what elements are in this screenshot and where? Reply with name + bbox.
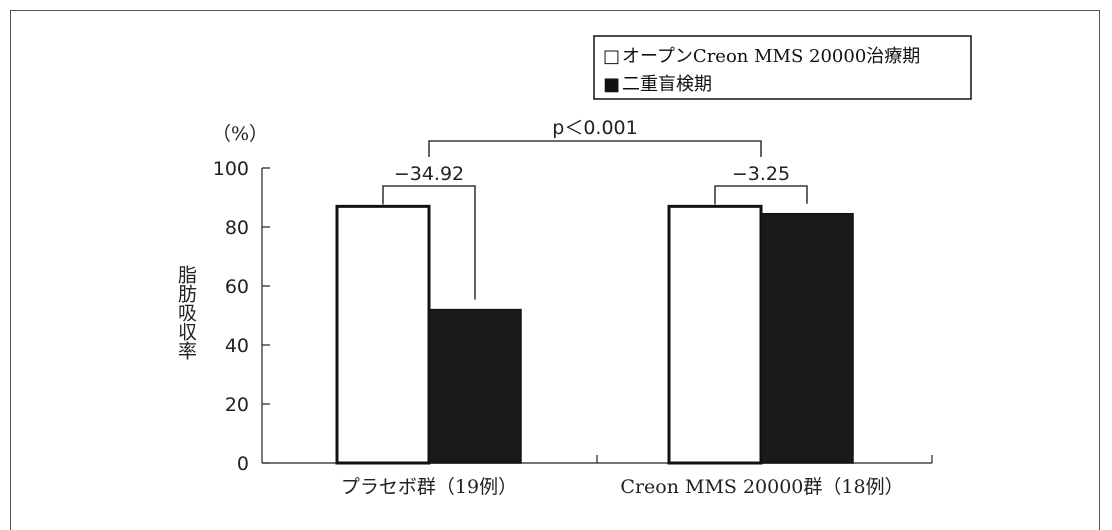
pvalue-label: p＜0.001 [552, 117, 637, 139]
bar-blind-0 [428, 308, 522, 464]
y-tick-label: 0 [237, 453, 249, 475]
y-ticks: 0 20 40 60 80 100 [213, 158, 270, 475]
x-category-label-0: プラセボ群（19例） [341, 476, 517, 498]
y-tick-label: 80 [225, 217, 249, 239]
difference-bracket-0 [382, 185, 476, 300]
y-tick-label: 60 [225, 276, 249, 298]
bar-chart: □ オープンCreon MMS 20000治療期 二重盲検期 ■ 二重盲検期 （… [175, 35, 972, 498]
legend-box [593, 35, 972, 100]
y-unit-label: （%） [212, 123, 268, 145]
y-tick-label: 20 [225, 394, 249, 416]
difference-label-0: −34.92 [394, 163, 464, 185]
y-tick-label: 40 [225, 335, 249, 357]
pvalue-bracket [428, 140, 762, 157]
chart-frame [10, 10, 1100, 530]
x-category-label-1: Creon MMS 20000群（18例） [620, 476, 903, 498]
bar-blind-1 [760, 212, 854, 464]
difference-label-1: −3.25 [732, 163, 790, 185]
legend-open-marker: □ [603, 46, 620, 67]
bars [335, 204, 854, 465]
legend: □ オープンCreon MMS 20000治療期 二重盲検期 ■ 二重盲検期 [593, 35, 972, 100]
legend-open-label: オープンCreon MMS 20000治療期 [622, 46, 920, 67]
x-labels: プラセボ群（19例） Creon MMS 20000群（18例） [341, 476, 904, 498]
y-axis-title: 脂肪吸収率 [175, 265, 197, 360]
legend-blind-label: 二重盲検期 [622, 74, 712, 95]
y-tick-label: 100 [213, 158, 249, 180]
bar-open-0 [335, 204, 431, 465]
annotations: −34.92 −3.25 p＜0.001 [382, 117, 808, 300]
bar-open-1 [667, 204, 763, 465]
legend-blind-marker-glyph: ■ [603, 74, 620, 95]
difference-bracket-1 [714, 185, 808, 205]
